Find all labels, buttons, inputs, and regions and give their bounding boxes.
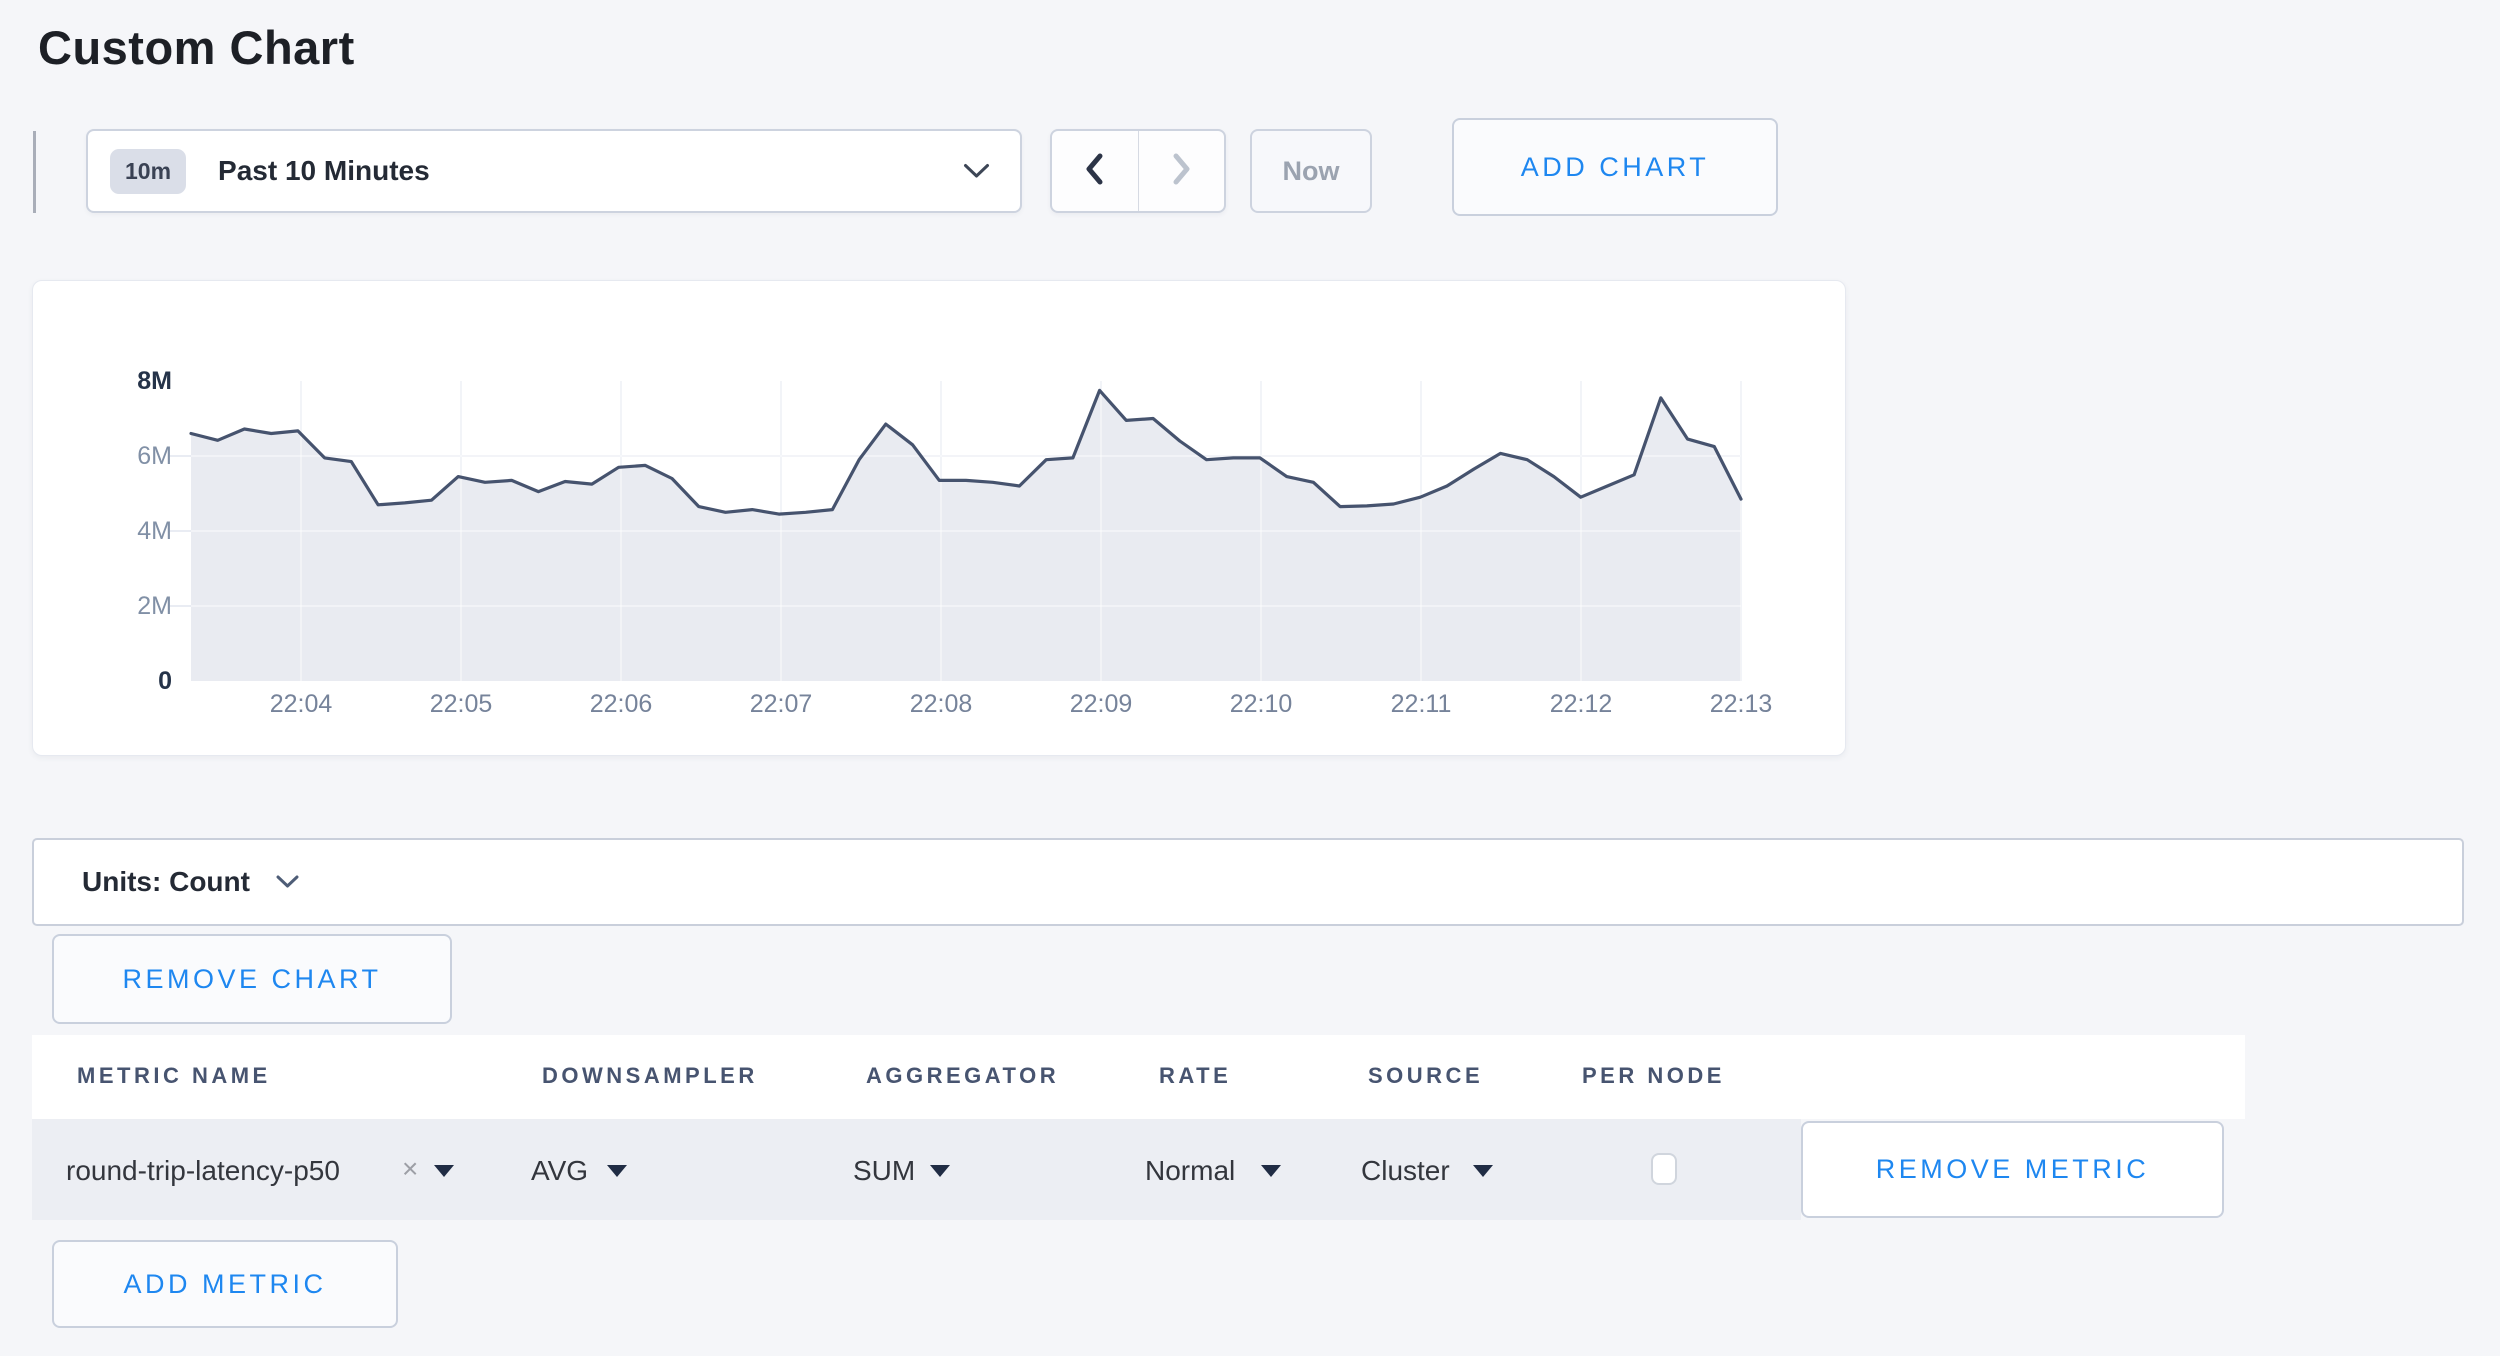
x-axis-tick: 22:10 [1229,690,1293,718]
downsampler-caret-icon[interactable] [607,1165,627,1177]
chevron-left-icon [1082,150,1108,193]
downsampler-select[interactable]: AVG [531,1155,589,1186]
per-node-checkbox[interactable] [1651,1153,1677,1185]
column-header-per-node: PER NODE [1582,1063,1725,1088]
y-axis-tick-6m: 6M [137,442,172,470]
x-axis-tick: 22:05 [429,690,493,718]
x-axis-tick: 22:12 [1549,690,1613,718]
toolbar-accent-divider [33,131,36,213]
metric-name-caret-icon[interactable] [434,1165,454,1177]
column-header-source: SOURCE [1368,1063,1484,1088]
rate-select[interactable]: Normal [1145,1155,1236,1186]
timeseries-area-chart [170,381,1743,681]
metric-table-row [32,1119,1801,1220]
add-metric-button[interactable]: ADD METRIC [52,1240,398,1328]
time-range-dropdown[interactable]: 10m Past 10 Minutes [86,129,1022,213]
rate-caret-icon[interactable] [1261,1165,1281,1177]
x-axis-tick: 22:13 [1709,690,1773,718]
column-header-aggregator: AGGREGATOR [866,1063,1060,1088]
aggregator-select[interactable]: SUM [853,1155,916,1186]
add-chart-button[interactable]: ADD CHART [1452,118,1778,216]
column-header-metric-name: METRIC NAME [77,1063,271,1088]
column-header-rate: RATE [1159,1063,1232,1088]
units-dropdown-label: Units: Count [82,866,250,897]
add-metric-label: ADD METRIC [123,1268,327,1299]
page-title: Custom Chart [38,21,355,74]
remove-chart-label: REMOVE CHART [122,963,382,994]
remove-metric-label: REMOVE METRIC [1875,1154,2150,1184]
column-header-downsampler: DOWNSAMPLER [542,1063,758,1088]
add-chart-label: ADD CHART [1520,151,1710,182]
aggregator-caret-icon[interactable] [930,1165,950,1177]
x-axis-tick: 22:04 [269,690,333,718]
time-range-label: Past 10 Minutes [218,155,430,186]
x-axis-tick: 22:09 [1069,690,1133,718]
x-axis-tick: 22:06 [589,690,653,718]
x-axis-tick: 22:07 [749,690,813,718]
remove-chart-button[interactable]: REMOVE CHART [52,934,452,1024]
y-axis-tick-2m: 2M [137,592,172,620]
remove-metric-button[interactable]: REMOVE METRIC [1801,1121,2224,1218]
metric-name-select[interactable]: round-trip-latency-p50 [66,1155,340,1186]
time-range-badge: 10m [110,148,187,194]
units-dropdown[interactable]: Units: Count [32,838,2464,926]
chevron-right-icon [1168,150,1194,193]
source-caret-icon[interactable] [1473,1165,1493,1177]
time-back-button[interactable] [1052,131,1139,211]
chevron-down-icon [276,875,299,889]
clear-metric-icon[interactable]: × [402,1153,419,1184]
source-select[interactable]: Cluster [1361,1155,1450,1186]
x-axis-tick: 22:11 [1390,690,1452,718]
now-button[interactable]: Now [1250,129,1372,213]
time-forward-button[interactable] [1139,131,1225,211]
y-axis-tick-0: 0 [158,667,172,695]
y-axis-tick-4m: 4M [137,517,172,545]
metrics-table-header [32,1035,2245,1119]
chevron-down-icon [963,163,990,179]
now-button-label: Now [1282,155,1340,186]
x-axis-tick: 22:08 [909,690,973,718]
chart-plot-svg [170,381,1743,681]
time-nav-group [1050,129,1226,213]
y-axis-tick-8m: 8M [137,367,172,395]
